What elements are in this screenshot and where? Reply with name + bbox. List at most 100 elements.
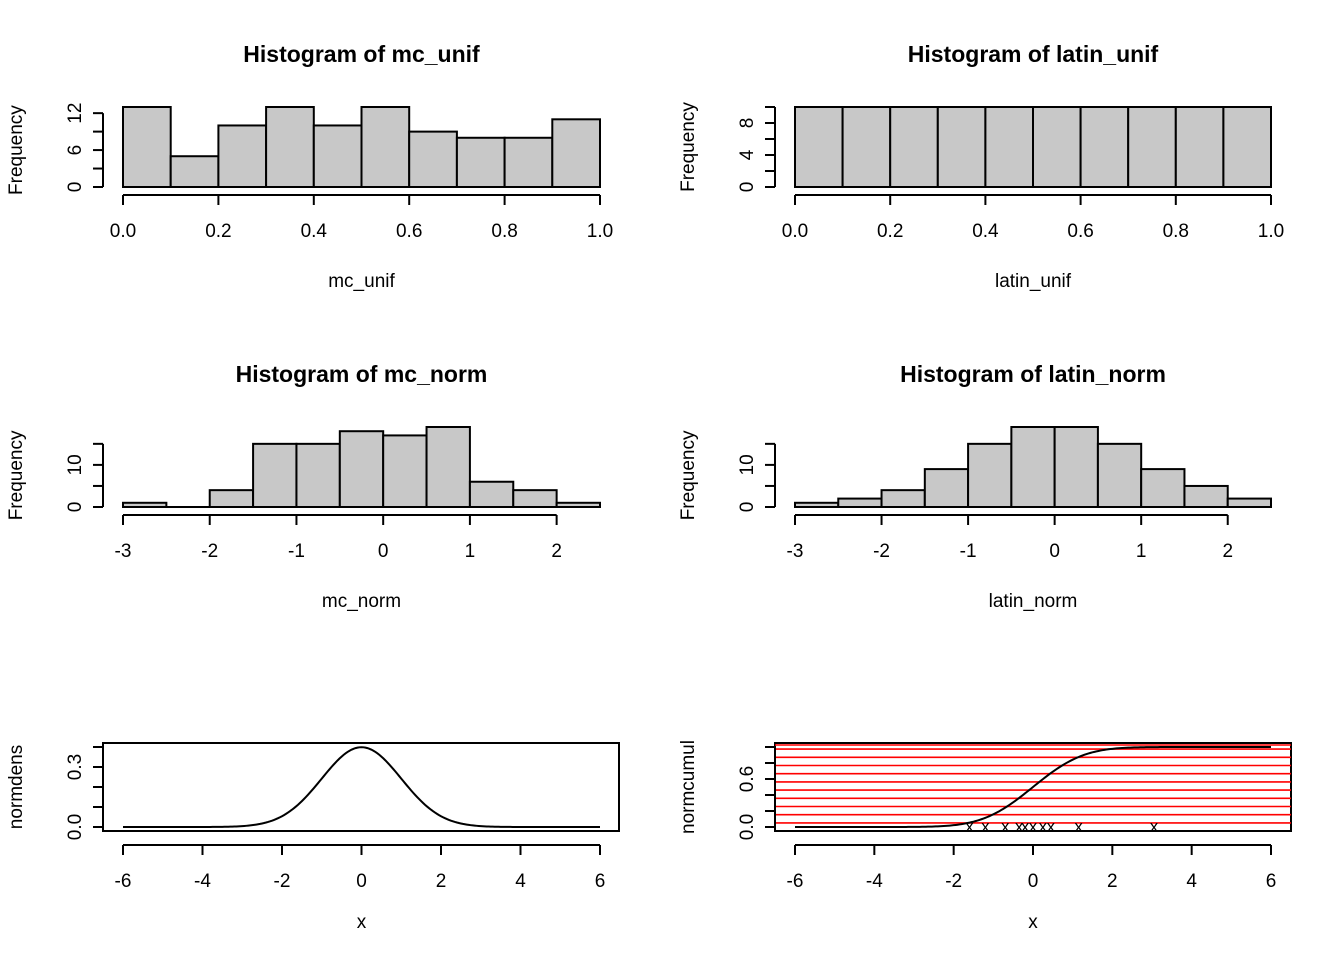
histogram-bar	[1183, 484, 1229, 508]
x-tick-label: 0	[356, 871, 367, 892]
histogram-bar	[1010, 426, 1056, 508]
x-tick-label: -4	[194, 871, 211, 892]
y-tick-label: 0	[65, 502, 86, 513]
histogram-bar	[1127, 106, 1177, 188]
histogram-bar	[555, 501, 601, 508]
x-tick-label: 0	[1049, 541, 1060, 562]
histogram-bar	[794, 106, 844, 188]
y-tick-label: 8	[737, 118, 758, 129]
x-axis-label: x	[1028, 912, 1038, 933]
x-tick-label: 0.8	[1163, 221, 1189, 242]
histogram-bar	[1032, 106, 1082, 188]
histogram-bar	[338, 430, 385, 509]
histogram-bar	[208, 489, 255, 509]
y-axis-label: Frequency	[678, 430, 699, 520]
chart-title: Histogram of latin_norm	[900, 361, 1166, 387]
histogram-bar	[265, 106, 315, 188]
x-tick-label: 1.0	[587, 221, 613, 242]
x-tick-label: 2	[551, 541, 562, 562]
x-tick-label: -6	[115, 871, 132, 892]
histogram-bar	[889, 106, 939, 188]
x-tick-label: -3	[115, 541, 132, 562]
marker-x: x	[1039, 817, 1048, 836]
x-tick-label: 0.8	[491, 221, 517, 242]
chart-title: Histogram of mc_unif	[243, 41, 480, 67]
x-axis-label: latin_unif	[995, 271, 1072, 292]
histogram-bar	[408, 130, 458, 189]
x-tick-label: -4	[866, 871, 883, 892]
panel-2: Histogram of latin_unif 0.0 0.2 0.4 0.6 0.8 1.…	[678, 41, 1284, 292]
y-axis-label: normdens	[6, 745, 27, 830]
histogram-bar	[295, 442, 341, 508]
histogram-bar	[169, 155, 220, 189]
x-tick-label: -6	[787, 871, 804, 892]
y-tick-label: 0.0	[737, 814, 758, 840]
histogram-bar	[841, 106, 892, 188]
marker-x: x	[1047, 817, 1056, 836]
y-axis-label: Frequency	[6, 430, 27, 520]
y-axis-label: Frequency	[678, 102, 699, 192]
x-tick-label: 0	[378, 541, 389, 562]
histogram-bar	[967, 442, 1013, 508]
histogram-bar	[936, 106, 987, 188]
x-tick-label: -2	[873, 541, 890, 562]
histogram-bar	[122, 106, 172, 188]
x-tick-label: 1	[1136, 541, 1147, 562]
x-tick-label: -2	[945, 871, 962, 892]
x-tick-label: -1	[288, 541, 305, 562]
marker-x: x	[1029, 817, 1038, 836]
marker-x: x	[981, 817, 990, 836]
curve-line	[795, 746, 1271, 828]
histogram-bar	[122, 501, 168, 508]
panel-4: Histogram of latin_norm -3 -2 -1 0 1 2 0 10 latin…	[678, 361, 1273, 612]
histogram-bar	[837, 497, 883, 509]
chart-title: Histogram of mc_norm	[236, 361, 488, 387]
histogram-bar	[425, 426, 471, 508]
y-tick-label: 0	[65, 182, 86, 193]
y-axis-label: Frequency	[6, 105, 27, 195]
y-tick-label: 12	[65, 103, 86, 124]
x-axis-label: mc_norm	[322, 591, 401, 612]
y-tick-label: 4	[737, 149, 758, 160]
x-tick-label: -3	[787, 541, 804, 562]
panel-3: Histogram of mc_norm -3 -2 -1 0 1 2 0 10 mc_norm F…	[6, 361, 601, 612]
x-tick-label: 0.0	[782, 221, 808, 242]
x-axis-label: x	[357, 912, 367, 933]
x-tick-label: 2	[1222, 541, 1233, 562]
x-tick-label: 0.2	[205, 221, 231, 242]
y-tick-label: 0.3	[65, 754, 86, 780]
x-tick-label: 2	[436, 871, 447, 892]
histogram-bar	[217, 124, 268, 188]
histogram-bar	[503, 136, 554, 188]
marker-x: x	[965, 817, 974, 836]
x-tick-label: 1.0	[1258, 221, 1284, 242]
y-axis-label: normcumul	[678, 740, 699, 834]
histogram-bar	[1079, 106, 1130, 188]
x-tick-label: 0.4	[972, 221, 999, 242]
histogram-bar	[455, 136, 506, 188]
histogram-bar	[1222, 106, 1273, 188]
histogram-bar	[923, 468, 970, 508]
marker-x: x	[1015, 817, 1024, 836]
histogram-bar	[984, 106, 1035, 188]
x-tick-label: 6	[595, 871, 606, 892]
x-tick-label: 0.6	[396, 221, 422, 242]
panel-5: -6 -4 -2 0 2 4 6 0.0 0.3 x normdens	[6, 742, 620, 933]
plot-frame	[102, 742, 620, 832]
x-tick-label: 0	[1028, 871, 1039, 892]
x-axis-label: mc_unif	[328, 271, 395, 292]
x-tick-label: 0.2	[877, 221, 903, 242]
histogram-bar	[382, 434, 428, 508]
curve-line	[123, 746, 600, 828]
x-tick-label: 0.4	[301, 221, 328, 242]
panel-1: Histogram of mc_unif 0.0 0.2 0.4 0.6 0.8 1.0 0 6…	[6, 41, 613, 292]
histogram-bar	[468, 480, 515, 509]
chart-title: Histogram of latin_unif	[908, 41, 1159, 67]
x-tick-label: 2	[1107, 871, 1118, 892]
marker-x: x	[1001, 817, 1010, 836]
x-tick-label: -1	[960, 541, 977, 562]
marker-x: x	[1074, 817, 1083, 836]
x-tick-label: 1	[465, 541, 476, 562]
marker-x: x	[1150, 817, 1159, 836]
